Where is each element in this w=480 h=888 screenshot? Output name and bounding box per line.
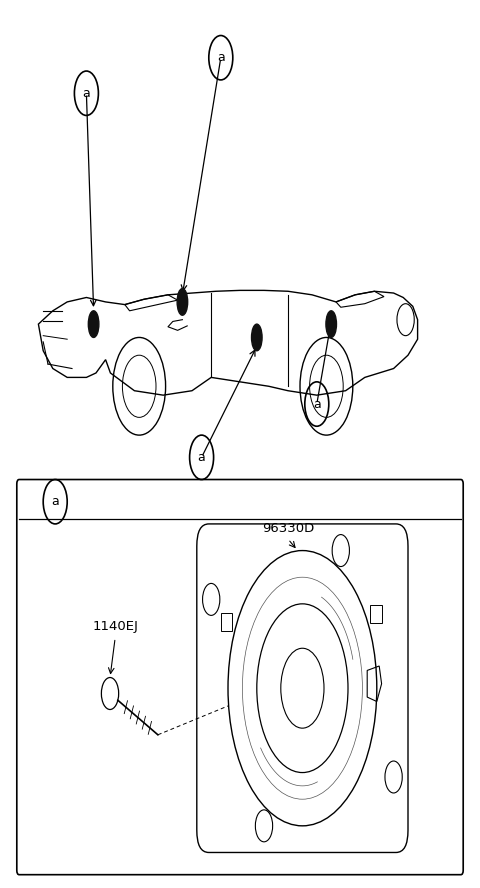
Ellipse shape [252, 324, 262, 351]
Ellipse shape [326, 311, 336, 337]
Text: a: a [51, 496, 59, 508]
Text: 1140EJ: 1140EJ [92, 620, 138, 632]
Text: 96330D: 96330D [262, 522, 314, 535]
Text: a: a [313, 398, 321, 410]
Ellipse shape [88, 311, 99, 337]
Ellipse shape [177, 289, 188, 315]
Text: a: a [83, 87, 90, 99]
Text: a: a [217, 52, 225, 64]
Text: a: a [198, 451, 205, 464]
